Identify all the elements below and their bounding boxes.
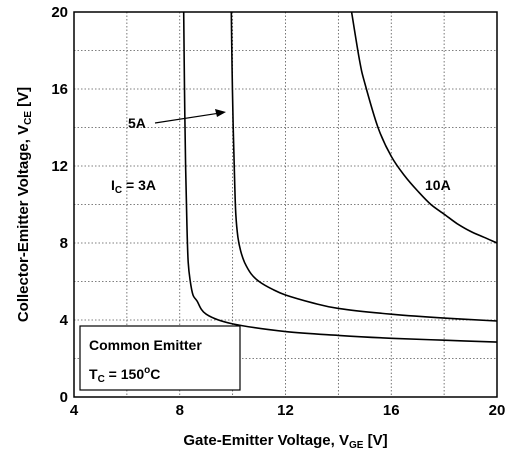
series-line-3a [182, 11, 498, 343]
y-tick-label: 4 [60, 312, 69, 329]
x-tick-label: 12 [277, 402, 294, 419]
x-tick-labels: 4 8 12 16 20 [70, 402, 506, 419]
arrow-shaft [154, 112, 219, 124]
y-axis-label: Collector-Emitter Voltage, VCE [V] [15, 87, 34, 322]
series-line-10a [350, 11, 498, 244]
plot-frame [73, 11, 498, 398]
x-tick-label: 4 [70, 402, 79, 419]
y-tick-label: 8 [60, 235, 68, 252]
series-line-5a [230, 11, 498, 322]
y-tick-label: 12 [51, 158, 68, 175]
grid [74, 12, 497, 397]
y-tick-labels: 0 4 8 12 16 20 [51, 4, 68, 406]
conditions-line-2: TC = 150oC [89, 365, 160, 385]
annotation-10a: 10A [425, 177, 451, 193]
annotation-5a: 5A [128, 115, 146, 131]
y-tick-label: 0 [60, 389, 68, 406]
x-tick-label: 8 [176, 402, 184, 419]
annotation-ic-3a: IC = 3A [111, 177, 156, 196]
x-axis-label: Gate-Emitter Voltage, VGE [V] [183, 432, 387, 451]
conditions-box [79, 325, 241, 391]
curves [182, 11, 498, 343]
y-tick-label: 16 [51, 81, 68, 98]
conditions-line-1: Common Emitter [89, 337, 202, 353]
annotation-5a-arrow [154, 109, 226, 124]
x-tick-label: 16 [383, 402, 400, 419]
arrow-head [215, 109, 226, 117]
y-tick-label: 20 [51, 4, 68, 21]
x-tick-label: 20 [489, 402, 506, 419]
